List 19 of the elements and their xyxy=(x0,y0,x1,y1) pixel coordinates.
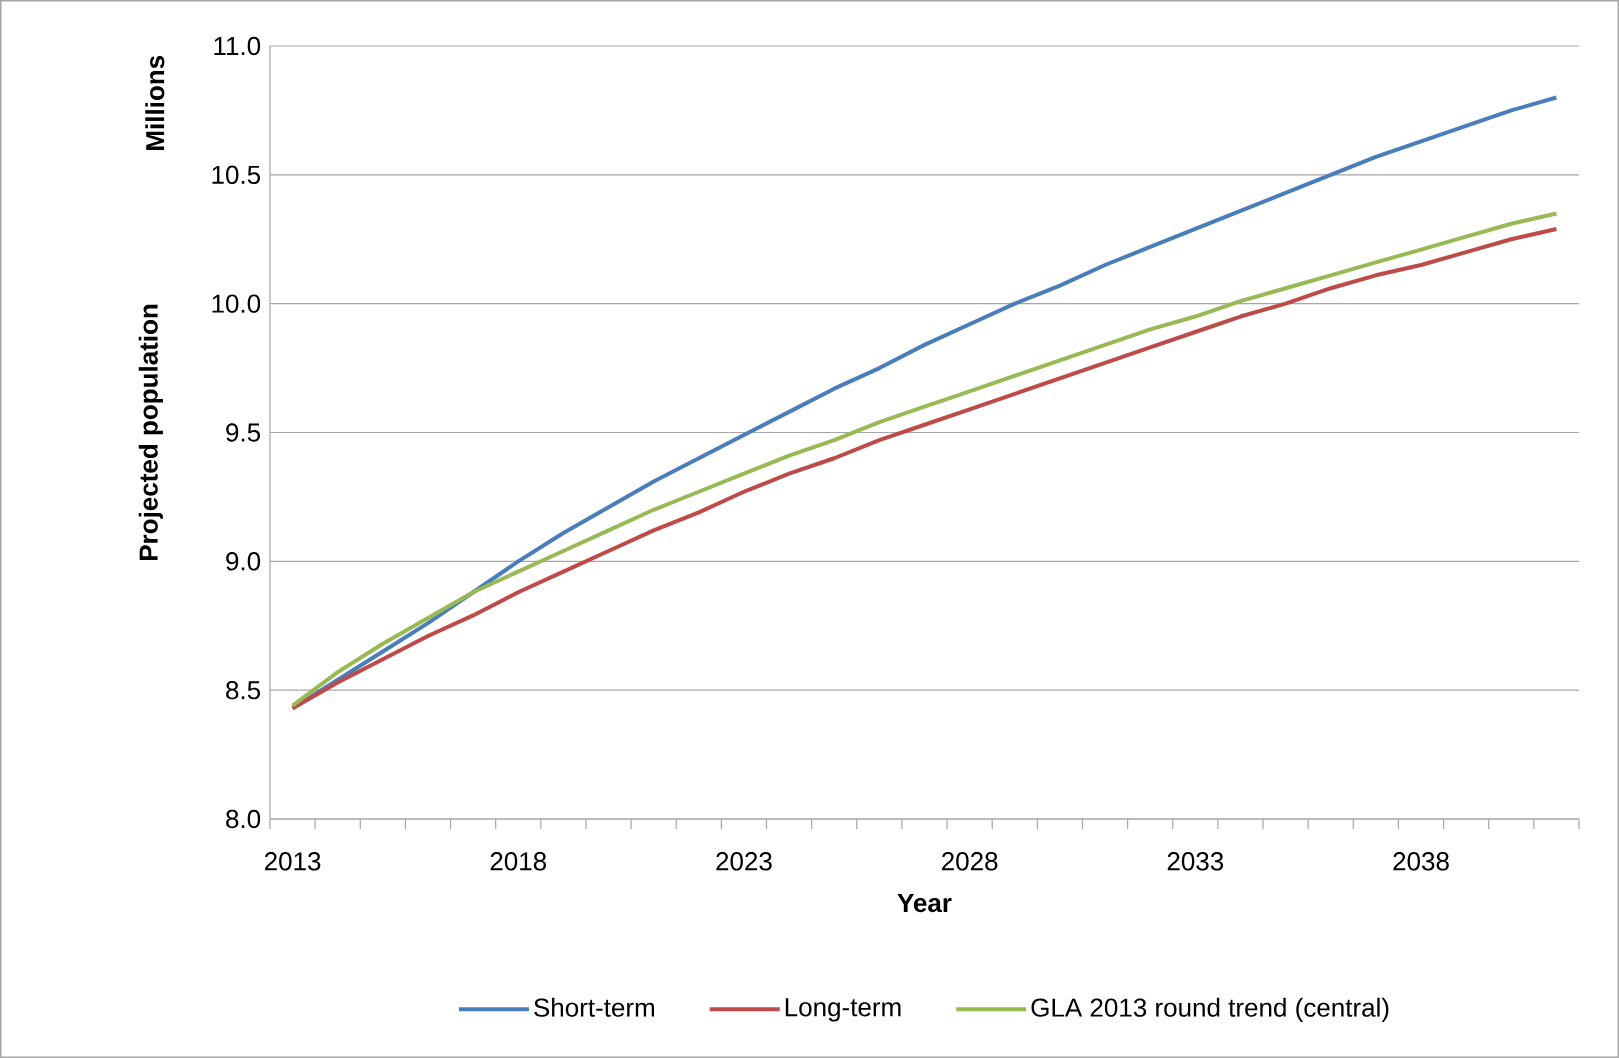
x-tick-label: 2018 xyxy=(490,852,547,871)
x-tick-label: 2033 xyxy=(1167,852,1224,871)
x-tick-label: 2013 xyxy=(264,852,321,871)
y-axis-title: Projected population xyxy=(138,304,163,561)
y-tick-label: 8.5 xyxy=(226,680,261,700)
y-tick-label: 10.5 xyxy=(212,165,261,185)
text: Millions xyxy=(145,55,165,150)
y-tick-label: 8.0 xyxy=(226,809,261,829)
y-tick-label: 11.0 xyxy=(214,36,261,56)
legend-label: Long-term xyxy=(785,998,901,1022)
x-tick-label: 2038 xyxy=(1393,852,1449,871)
y-tick-label: 9.0 xyxy=(226,552,261,571)
y-tick-label: 9.5 xyxy=(226,423,261,442)
x-axis-title: Year xyxy=(897,894,952,913)
x-tick-label: 2023 xyxy=(716,852,772,871)
legend-label: Short-term xyxy=(534,997,654,1017)
y-tick-label: 10.0 xyxy=(212,294,261,313)
legend-label: GLA 2013 round trend (central) xyxy=(1031,997,1389,1023)
x-tick-label: 2028 xyxy=(942,852,998,871)
